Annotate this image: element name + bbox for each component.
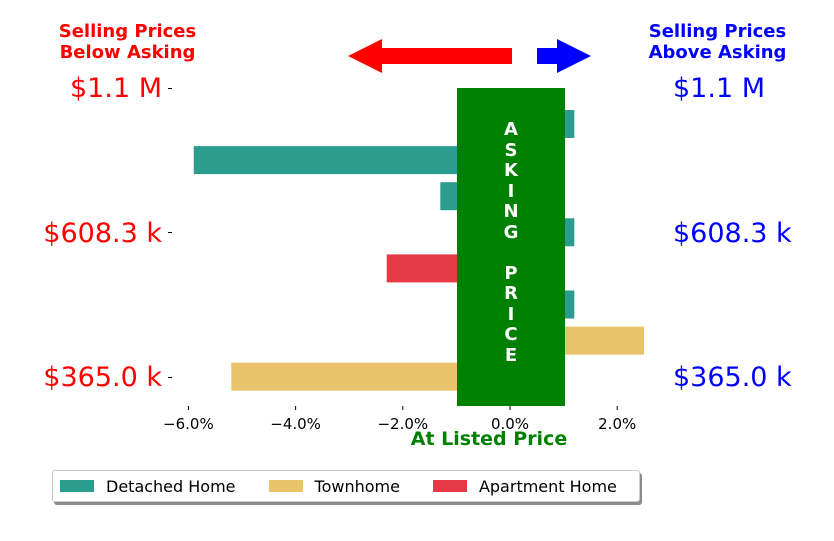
price-label-bottom-left: $365.0 k: [43, 362, 162, 393]
left-arrow-icon: [348, 39, 512, 73]
y-tick-mark-middle: [168, 232, 172, 233]
bar-group: [193, 110, 644, 391]
price-label-middle-left: $608.3 k: [43, 218, 162, 249]
asking-price-label: A S K I N G P R I C E: [503, 119, 519, 366]
above-asking-heading: Selling Prices Above Asking: [630, 21, 805, 63]
below-asking-line2: Below Asking: [59, 42, 196, 63]
y-tick-mark-top: [168, 88, 172, 89]
x-tick-label: −6.0%: [163, 415, 214, 433]
legend-label: Townhome: [314, 476, 400, 496]
above-asking-line1: Selling Prices: [648, 21, 787, 42]
below-asking-line1: Selling Prices: [58, 21, 197, 42]
legend-item: Apartment Home: [432, 476, 617, 496]
price-label-top-right: $1.1 M: [673, 73, 765, 104]
asking-price-box: [457, 88, 565, 406]
legend-swatch: [268, 480, 303, 492]
x-tick-label: −2.0%: [377, 415, 428, 433]
legend-label: Apartment Home: [478, 476, 617, 496]
y-tick-mark-bottom: [168, 377, 172, 378]
direction-arrows: [348, 39, 591, 73]
legend-item: Townhome: [268, 476, 400, 496]
legend-swatch: [432, 480, 467, 492]
price-label-bottom-right: $365.0 k: [673, 362, 792, 393]
legend: Detached Home Townhome Apartment Home: [52, 470, 640, 502]
above-asking-line2: Above Asking: [648, 42, 787, 63]
legend-item: Detached Home: [60, 477, 236, 496]
x-axis-label: At Listed Price: [410, 428, 568, 450]
legend-label: Detached Home: [106, 476, 236, 496]
legend-swatch: [60, 480, 94, 492]
price-label-middle-right: $608.3 k: [673, 218, 792, 249]
right-arrow-icon: [537, 39, 591, 73]
price-label-top-left: $1.1 M: [70, 73, 162, 104]
x-axis: −6.0% −4.0% −2.0% 0.0% 2.0%: [163, 406, 636, 433]
x-tick-label: 0.0%: [491, 415, 529, 433]
x-tick-label: −4.0%: [270, 415, 321, 433]
x-tick-label: 2.0%: [598, 415, 636, 433]
below-asking-heading: Selling Prices Below Asking: [40, 21, 215, 63]
